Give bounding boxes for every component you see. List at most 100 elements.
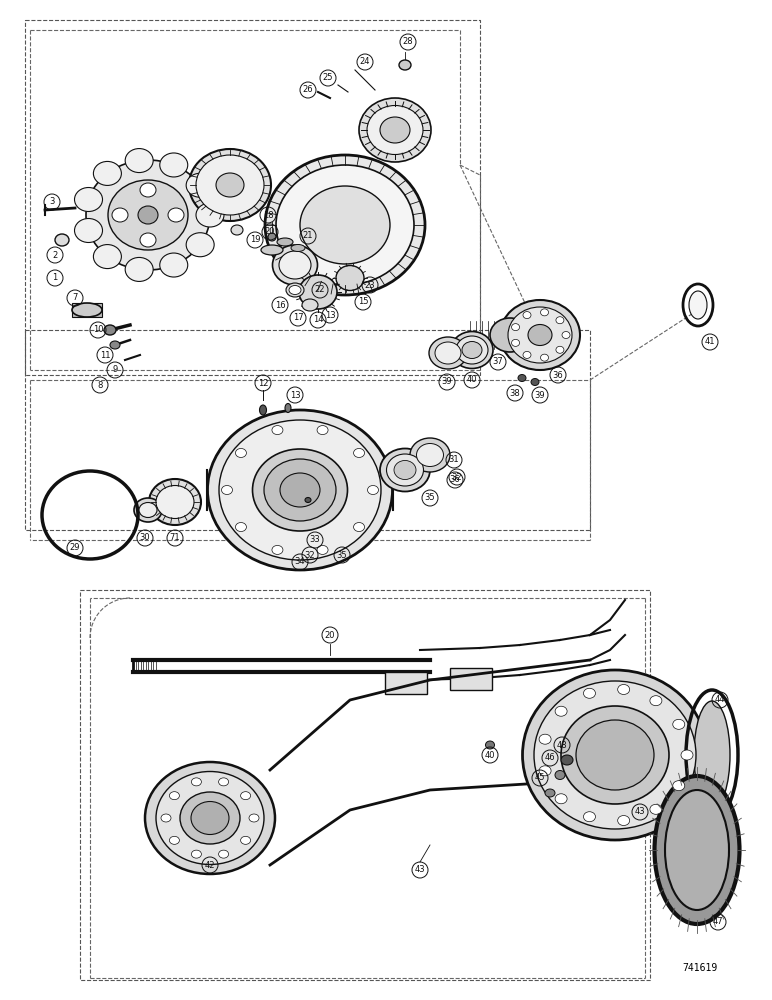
Ellipse shape	[125, 149, 153, 173]
Text: 8: 8	[97, 380, 103, 389]
Ellipse shape	[354, 448, 364, 457]
Ellipse shape	[110, 341, 120, 349]
Text: 39: 39	[535, 390, 545, 399]
Ellipse shape	[139, 502, 157, 518]
Text: 22: 22	[315, 286, 325, 294]
Ellipse shape	[261, 245, 283, 255]
Ellipse shape	[555, 706, 567, 716]
Ellipse shape	[500, 300, 580, 370]
Ellipse shape	[235, 448, 246, 457]
Text: 14: 14	[313, 316, 323, 324]
Ellipse shape	[112, 208, 128, 222]
Text: 9: 9	[113, 365, 117, 374]
Ellipse shape	[189, 149, 271, 221]
Text: 16: 16	[275, 300, 286, 310]
Ellipse shape	[191, 850, 201, 858]
Ellipse shape	[302, 299, 318, 311]
Text: 47: 47	[713, 918, 723, 926]
Text: 741619: 741619	[682, 963, 718, 973]
Ellipse shape	[191, 802, 229, 834]
Text: 24: 24	[360, 57, 371, 66]
Ellipse shape	[490, 318, 530, 352]
Ellipse shape	[539, 766, 551, 776]
Ellipse shape	[265, 155, 425, 295]
Text: 29: 29	[69, 544, 80, 552]
Ellipse shape	[219, 420, 381, 560]
Ellipse shape	[545, 789, 555, 797]
Ellipse shape	[93, 161, 121, 185]
Ellipse shape	[694, 701, 730, 809]
Ellipse shape	[268, 233, 276, 241]
Ellipse shape	[161, 814, 171, 822]
Ellipse shape	[561, 706, 669, 804]
Ellipse shape	[394, 460, 416, 480]
Ellipse shape	[273, 245, 317, 285]
Ellipse shape	[160, 253, 188, 277]
Text: 32: 32	[305, 550, 315, 560]
Ellipse shape	[156, 772, 264, 864]
Text: 28: 28	[403, 37, 413, 46]
Ellipse shape	[72, 303, 102, 317]
Ellipse shape	[650, 696, 662, 706]
Ellipse shape	[249, 814, 259, 822]
Ellipse shape	[160, 153, 188, 177]
Ellipse shape	[216, 173, 244, 197]
Ellipse shape	[108, 180, 188, 250]
Ellipse shape	[191, 778, 201, 786]
Ellipse shape	[523, 351, 531, 358]
Ellipse shape	[140, 183, 156, 197]
Ellipse shape	[208, 410, 392, 570]
Text: 3: 3	[49, 198, 55, 207]
Bar	[72, 303, 102, 317]
Text: 37: 37	[493, 358, 503, 366]
Ellipse shape	[241, 792, 251, 800]
Ellipse shape	[689, 291, 707, 319]
Text: 48: 48	[557, 740, 567, 750]
Ellipse shape	[655, 776, 740, 924]
Ellipse shape	[435, 342, 461, 364]
Ellipse shape	[305, 497, 311, 502]
Ellipse shape	[531, 378, 539, 385]
Ellipse shape	[380, 117, 410, 143]
Ellipse shape	[104, 325, 116, 335]
Ellipse shape	[556, 317, 564, 324]
Ellipse shape	[387, 454, 424, 486]
Ellipse shape	[317, 426, 328, 435]
Ellipse shape	[462, 342, 482, 359]
Ellipse shape	[584, 812, 595, 822]
Ellipse shape	[252, 449, 347, 531]
Ellipse shape	[264, 459, 336, 521]
Ellipse shape	[354, 523, 364, 532]
Ellipse shape	[367, 105, 423, 154]
Text: 43: 43	[635, 808, 645, 816]
Ellipse shape	[277, 238, 293, 246]
Ellipse shape	[300, 186, 390, 264]
Text: 19: 19	[250, 235, 260, 244]
Ellipse shape	[523, 670, 707, 840]
Text: 33: 33	[310, 536, 320, 544]
Ellipse shape	[186, 173, 214, 197]
Text: 35: 35	[337, 550, 347, 560]
Ellipse shape	[410, 438, 450, 472]
Ellipse shape	[367, 486, 378, 494]
Ellipse shape	[681, 750, 693, 760]
Ellipse shape	[518, 374, 526, 381]
Ellipse shape	[556, 346, 564, 353]
Ellipse shape	[272, 426, 283, 435]
Ellipse shape	[241, 836, 251, 844]
Ellipse shape	[196, 203, 224, 227]
Text: 34: 34	[295, 558, 305, 566]
Text: 26: 26	[303, 86, 313, 95]
Text: 18: 18	[262, 211, 273, 220]
Text: 35: 35	[425, 493, 435, 502]
Bar	[385, 672, 427, 694]
Ellipse shape	[486, 741, 495, 749]
Ellipse shape	[291, 244, 305, 251]
Ellipse shape	[540, 354, 549, 361]
Text: 41: 41	[705, 338, 715, 347]
Text: 20: 20	[325, 631, 335, 640]
Text: 7: 7	[73, 294, 78, 302]
Ellipse shape	[512, 339, 520, 346]
Ellipse shape	[561, 755, 573, 765]
Ellipse shape	[55, 234, 69, 246]
